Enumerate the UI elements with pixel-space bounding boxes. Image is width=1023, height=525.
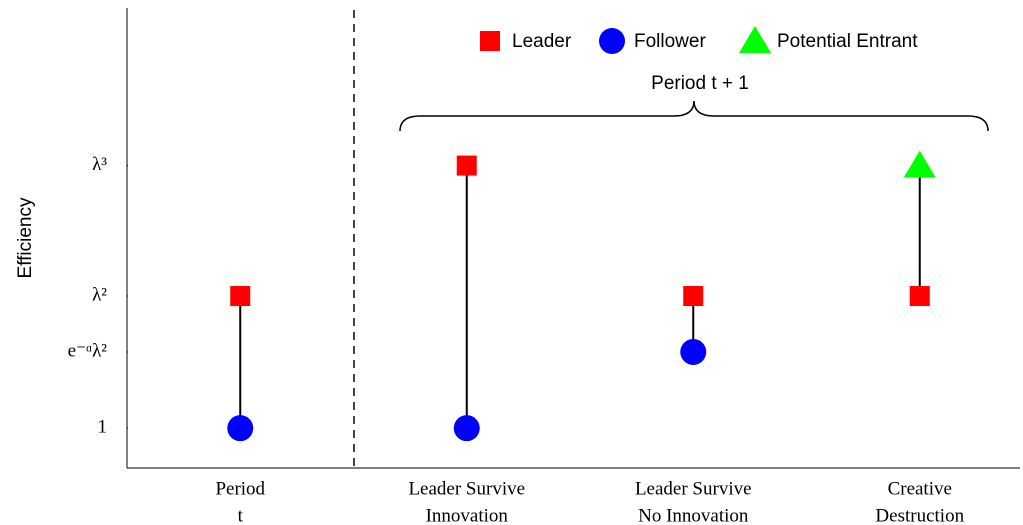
legend-marker [739,26,771,53]
legend-marker [480,31,500,51]
legend-label: Leader [512,31,572,52]
point [453,415,480,442]
x-tick-label: Period [215,478,265,499]
y-axis-label: Efficiency [15,197,36,278]
legend-marker [599,28,625,54]
point [227,415,254,442]
legend-label: Potential Entrant [777,31,918,52]
x-tick-label: Innovation [426,505,509,525]
x-tick-label: Creative [888,478,952,499]
y-tick-label: λ³ [92,154,107,175]
annotation: Period t + 1 [651,73,749,94]
brace [399,100,989,132]
y-tick-label: e⁻ᵅλ² [68,340,108,361]
x-tick-label: No Innovation [638,505,749,525]
legend-label: Follower [634,31,706,52]
point [456,155,477,176]
point [909,286,930,307]
y-tick-label: λ² [92,284,107,305]
point [230,286,251,307]
point [680,338,707,365]
x-tick-label: Leader Survive [408,478,525,499]
y-tick-label: 1 [98,417,108,438]
x-tick-label: t [238,505,244,525]
x-tick-label: Destruction [875,505,964,525]
point [903,150,936,178]
x-tick-label: Leader Survive [635,478,752,499]
point [683,286,704,307]
